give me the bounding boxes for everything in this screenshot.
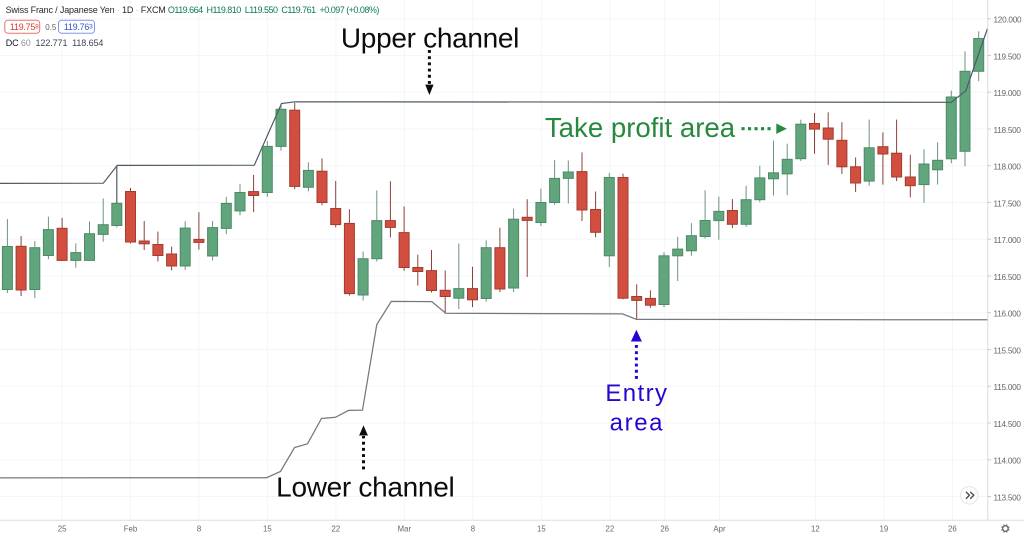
svg-text:114.000: 114.000	[994, 457, 1022, 466]
svg-text:119.500: 119.500	[994, 52, 1022, 61]
svg-text:0.5: 0.5	[45, 23, 57, 32]
svg-text:Take profit area: Take profit area	[545, 112, 736, 143]
svg-text:117.500: 117.500	[994, 199, 1022, 208]
svg-text:8: 8	[471, 524, 475, 533]
svg-text:19: 19	[880, 524, 889, 533]
svg-text:114.500: 114.500	[994, 420, 1022, 429]
svg-text:15: 15	[263, 524, 272, 533]
svg-text:26: 26	[660, 524, 669, 533]
svg-text:113.500: 113.500	[994, 493, 1022, 502]
svg-text:12: 12	[811, 524, 820, 533]
svg-text:15: 15	[537, 524, 546, 533]
svg-text:Mar: Mar	[398, 524, 412, 533]
svg-text:DC 60 122.771 118.654: DC 60 122.771 118.654	[6, 38, 104, 48]
svg-text:8: 8	[197, 524, 201, 533]
svg-text:116.500: 116.500	[994, 273, 1022, 282]
svg-text:117.000: 117.000	[994, 236, 1022, 245]
svg-text:Feb: Feb	[124, 524, 138, 533]
svg-text:120.000: 120.000	[994, 16, 1023, 25]
svg-text:Entry: Entry	[605, 380, 668, 407]
svg-text:115.500: 115.500	[994, 346, 1022, 355]
svg-text:Lower channel: Lower channel	[276, 471, 454, 502]
svg-text:Swiss Franc / Japanese Yen · 1: Swiss Franc / Japanese Yen · 1D · FXCM	[6, 5, 166, 15]
svg-text:22: 22	[606, 524, 615, 533]
svg-text:118.000: 118.000	[994, 163, 1022, 172]
svg-text:119.000: 119.000	[994, 89, 1022, 98]
svg-text:115.000: 115.000	[994, 383, 1022, 392]
svg-text:26: 26	[948, 524, 957, 533]
svg-text:119.758: 119.758	[10, 22, 39, 32]
svg-text:119.763: 119.763	[64, 22, 93, 32]
svg-text:25: 25	[58, 524, 67, 533]
svg-text:116.000: 116.000	[994, 310, 1022, 319]
svg-text:Upper channel: Upper channel	[341, 22, 519, 53]
svg-text:O119.664 H119.810 L119.550: O119.664 H119.810 L119.550 C119.761 +0.0…	[168, 5, 379, 15]
svg-text:118.500: 118.500	[994, 126, 1022, 135]
svg-text:22: 22	[332, 524, 341, 533]
svg-text:area: area	[610, 410, 664, 437]
svg-text:Apr: Apr	[713, 524, 726, 533]
